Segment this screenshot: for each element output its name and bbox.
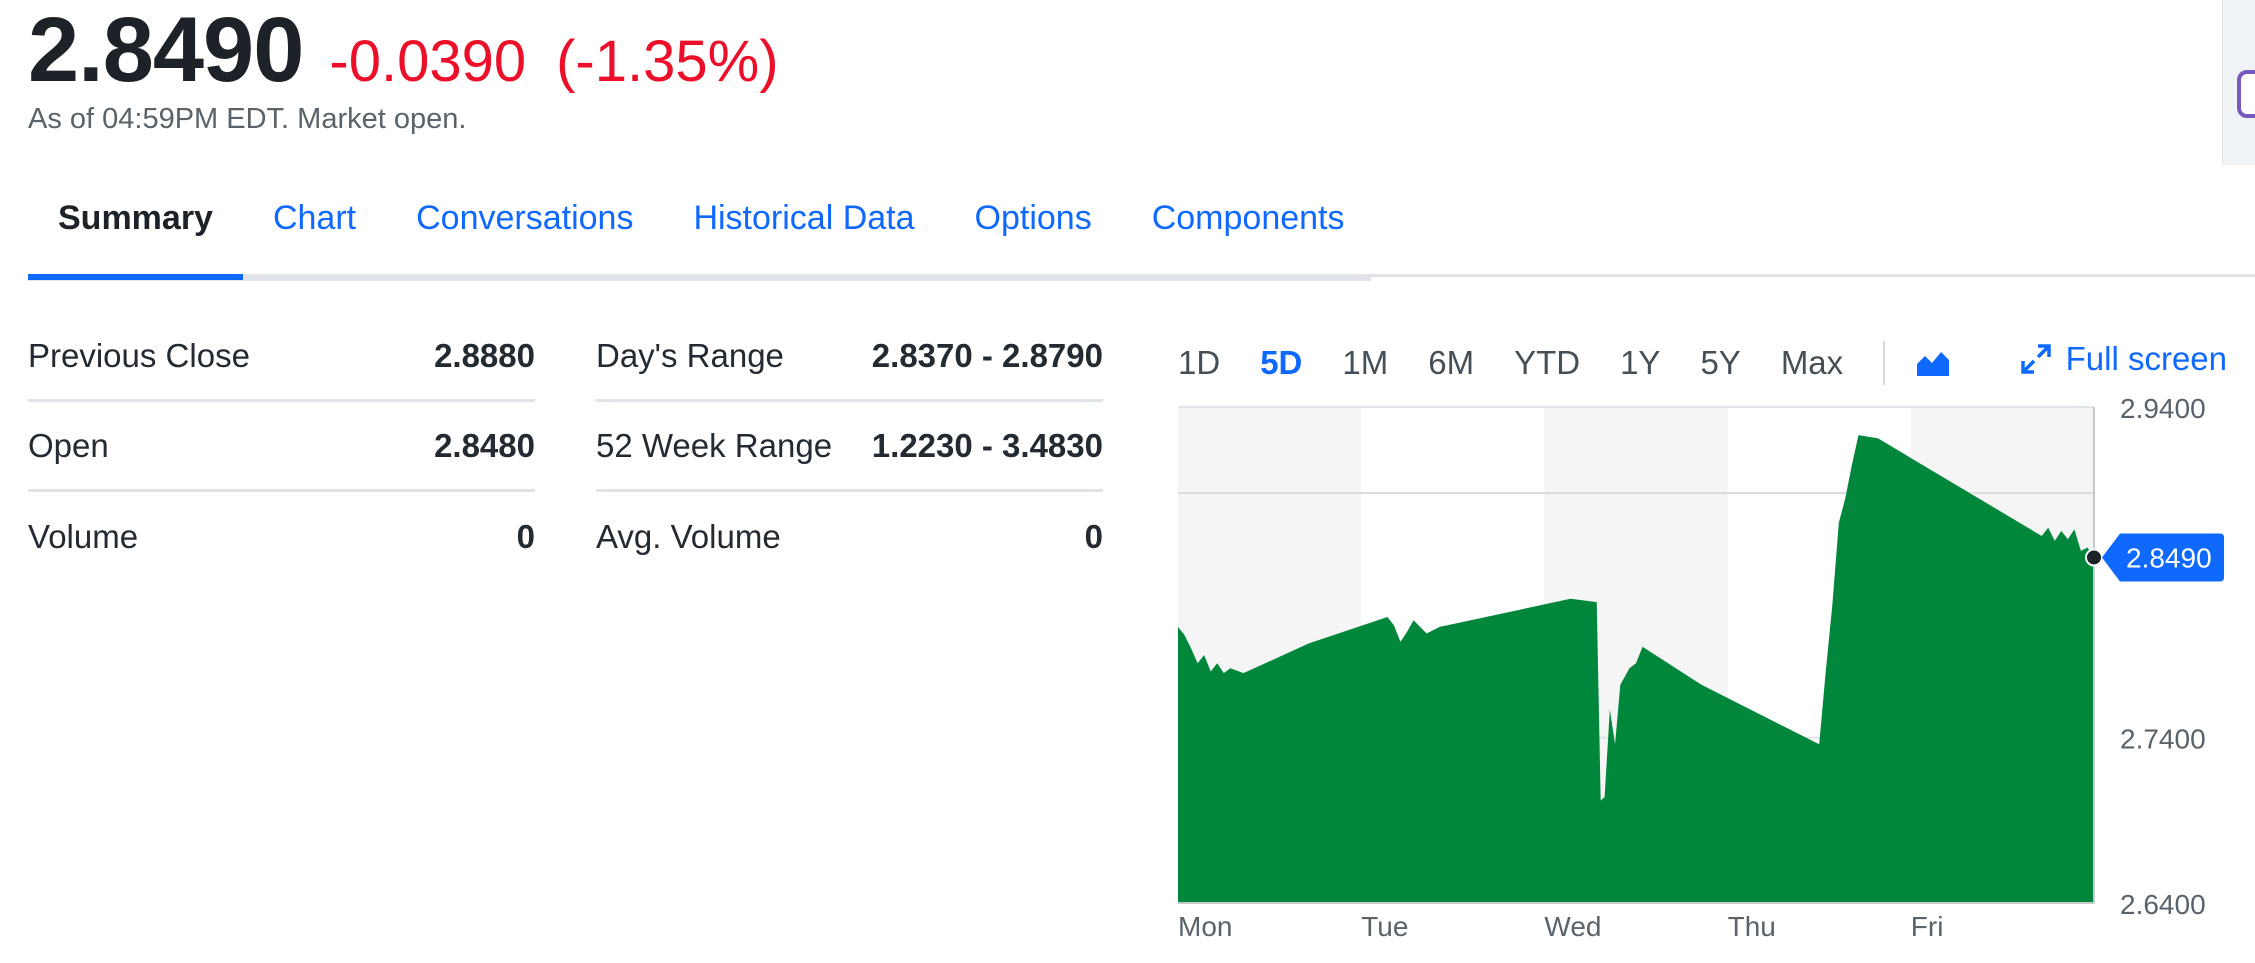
tab-options[interactable]: Options — [974, 199, 1092, 237]
stat-row-52-week-range: 52 Week Range 1.2230 - 3.4830 — [596, 402, 1103, 492]
stat-label: Day's Range — [596, 336, 784, 374]
tab-conversations[interactable]: Conversations — [416, 199, 634, 237]
tab-scrollbar-track[interactable] — [28, 274, 1371, 281]
market-status: As of 04:59PM EDT. Market open. — [28, 103, 467, 136]
x-tick-label: Thu — [1728, 911, 1776, 942]
range-button-1m[interactable]: 1M — [1342, 344, 1389, 381]
summary-stats-left: Previous Close 2.8880 Open 2.8480 Volume… — [28, 312, 535, 582]
range-button-5d[interactable]: 5D — [1260, 344, 1303, 381]
range-button-1y[interactable]: 1Y — [1620, 344, 1661, 381]
current-price-dot — [2085, 548, 2103, 567]
stat-value: 1.2230 - 3.4830 — [871, 426, 1103, 464]
stat-value: 0 — [1084, 518, 1103, 555]
stat-row-open: Open 2.8480 — [28, 402, 535, 492]
stat-row-avg-volume: Avg. Volume 0 — [596, 492, 1103, 582]
tab-summary[interactable]: Summary — [28, 185, 243, 280]
current-price: 2.8490 — [28, 0, 304, 101]
tab-components[interactable]: Components — [1151, 199, 1345, 237]
y-tick-label: 2.7400 — [2120, 724, 2206, 755]
quote-tabs: Summary Chart Conversations Historical D… — [28, 185, 1375, 280]
tab-historical-data[interactable]: Historical Data — [693, 199, 915, 237]
range-button-1d[interactable]: 1D — [1178, 344, 1221, 381]
y-tick-label: 2.9400 — [2120, 393, 2206, 424]
full-screen-button[interactable]: Full screen — [2020, 340, 2227, 378]
stat-label: Volume — [28, 518, 139, 555]
range-button-max[interactable]: Max — [1780, 344, 1844, 381]
x-tick-label: Wed — [1544, 911, 1601, 942]
stat-row-previous-close: Previous Close 2.8880 — [28, 312, 535, 402]
chart-area-series — [1178, 435, 2094, 903]
current-price-tag-label: 2.8490 — [2126, 542, 2212, 573]
avatar[interactable] — [2237, 70, 2255, 118]
stat-label: Avg. Volume — [596, 518, 781, 555]
full-screen-label: Full screen — [2065, 340, 2227, 377]
x-tick-label: Fri — [1911, 911, 1944, 942]
side-panel-edge[interactable] — [2222, 0, 2255, 165]
stat-row-volume: Volume 0 — [28, 492, 535, 582]
range-divider — [1883, 341, 1886, 385]
stat-value: 0 — [516, 518, 535, 555]
chart-range-selector: 1D 5D 1M 6M YTD 1Y 5Y Max — [1178, 338, 2228, 388]
stat-label: 52 Week Range — [596, 426, 833, 464]
x-tick-label: Mon — [1178, 911, 1232, 942]
expand-icon — [2020, 344, 2051, 374]
mountain-chart-icon[interactable] — [1915, 348, 1951, 378]
stat-label: Open — [28, 426, 109, 464]
x-tick-label: Tue — [1361, 911, 1408, 942]
range-button-ytd[interactable]: YTD — [1514, 344, 1581, 381]
current-price-tag — [2102, 533, 2224, 582]
y-tick-label: 2.6400 — [2120, 889, 2206, 920]
stat-value: 2.8370 - 2.8790 — [871, 336, 1103, 374]
stat-row-days-range: Day's Range 2.8370 - 2.8790 — [596, 312, 1103, 402]
quote-header: 2.8490 -0.0390 (-1.35%) As of 04:59PM ED… — [28, 0, 779, 136]
price-change: -0.0390 — [329, 29, 527, 94]
stat-value: 2.8480 — [434, 426, 535, 464]
price-change-percent: (-1.35%) — [556, 29, 779, 94]
range-button-6m[interactable]: 6M — [1428, 344, 1475, 381]
tab-chart[interactable]: Chart — [272, 199, 357, 237]
range-button-5y[interactable]: 5Y — [1700, 344, 1741, 381]
stat-label: Previous Close — [28, 336, 250, 374]
price-row: 2.8490 -0.0390 (-1.35%) — [28, 0, 779, 101]
stat-value: 2.8880 — [434, 336, 535, 374]
summary-stats-right: Day's Range 2.8370 - 2.8790 52 Week Rang… — [596, 312, 1103, 582]
